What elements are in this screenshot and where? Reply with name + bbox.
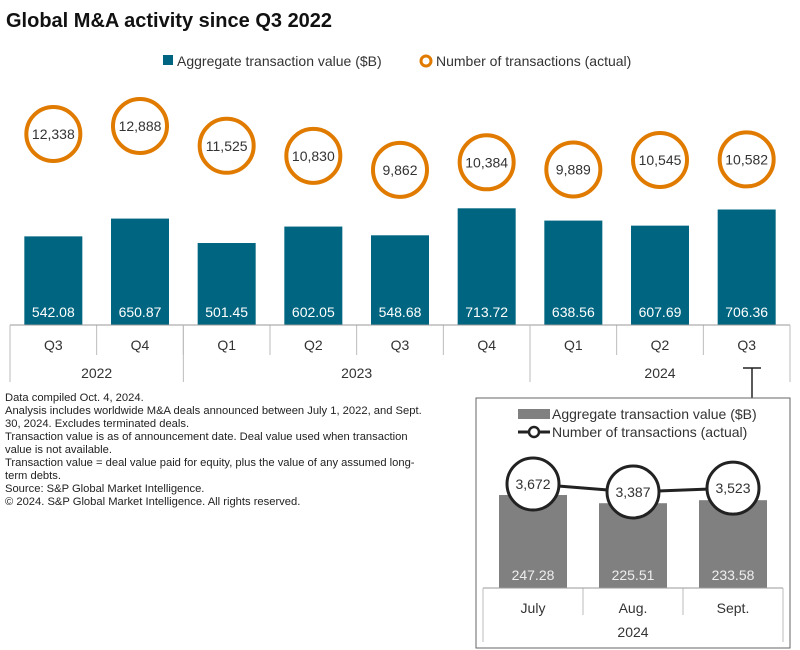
note: Data compiled Oct. 4, 2024. <box>5 392 144 404</box>
bar-value-label: 501.45 <box>205 304 248 320</box>
bar-value-label: 713.72 <box>465 304 508 320</box>
category-label: Q3 <box>737 337 756 353</box>
inset-category-label: July <box>521 600 546 616</box>
count-label: 11,525 <box>206 138 248 154</box>
legend-bar-swatch <box>163 55 173 65</box>
year-label: 2022 <box>81 365 112 381</box>
count-label: 10,830 <box>292 148 335 164</box>
bar-value-label: 706.36 <box>725 304 768 320</box>
bar-value-label: 602.05 <box>292 304 335 320</box>
count-circle <box>457 133 516 192</box>
inset-category-label: Aug. <box>619 600 648 616</box>
count-label: 9,889 <box>556 161 591 177</box>
inset-legend-bar-swatch <box>518 409 550 419</box>
inset-category-label: Sept. <box>717 600 750 616</box>
category-label: Q2 <box>304 337 323 353</box>
bar <box>631 225 689 325</box>
inset-count-label: 3,387 <box>615 484 650 500</box>
inset-count-circle <box>705 460 761 516</box>
year-label: 2024 <box>644 365 675 381</box>
category-label: Q3 <box>391 337 410 353</box>
inset-count-circle <box>605 464 661 520</box>
count-label: 10,384 <box>465 154 508 170</box>
note: Transaction value = deal value paid for … <box>5 457 415 482</box>
count-circle <box>631 130 689 189</box>
note: Source: S&P Global Market Intelligence. <box>5 483 205 495</box>
note: Transaction value is as of announcement … <box>5 431 408 456</box>
count-label: 10,582 <box>725 151 768 167</box>
inset-year-label: 2024 <box>617 624 648 640</box>
inset-bar-value-label: 225.51 <box>612 567 655 583</box>
category-label: Q3 <box>44 337 63 353</box>
bar <box>284 226 343 325</box>
bar <box>24 236 83 325</box>
bar-value-label: 542.08 <box>32 304 75 320</box>
category-label: Q1 <box>564 337 583 353</box>
category-label: Q4 <box>477 337 496 353</box>
bar-value-label: 607.69 <box>639 304 682 320</box>
category-label: Q4 <box>131 337 150 353</box>
category-label: Q1 <box>217 337 236 353</box>
count-circle <box>371 140 429 199</box>
bar <box>197 243 256 325</box>
count-label: 10,545 <box>639 152 682 168</box>
inset-count-label: 3,672 <box>515 476 550 492</box>
bar <box>717 209 776 325</box>
bar <box>457 208 516 325</box>
inset-count-circle <box>505 456 561 512</box>
inset-count-label: 3,523 <box>715 480 750 496</box>
count-label: 9,862 <box>382 162 417 178</box>
bar <box>371 235 429 325</box>
chart-title: Global M&A activity since Q3 2022 <box>6 10 333 32</box>
count-circle <box>284 126 343 185</box>
bar <box>111 218 169 325</box>
count-label: 12,338 <box>32 126 75 142</box>
inset-legend-line-label: Number of transactions (actual) <box>552 424 747 440</box>
inset-bar-value-label: 247.28 <box>512 567 555 583</box>
legend-circle-swatch <box>419 54 433 68</box>
bar-value-label: 650.87 <box>119 304 162 320</box>
count-circle <box>24 104 83 163</box>
count-circle <box>717 130 776 189</box>
category-label: Q2 <box>651 337 670 353</box>
legend-circle-label: Number of transactions (actual) <box>436 53 631 69</box>
bar-value-label: 638.56 <box>552 304 595 320</box>
bar <box>544 220 603 325</box>
inset-bar-value-label: 233.58 <box>712 567 755 583</box>
footnotes: Data compiled Oct. 4, 2024. Analysis inc… <box>5 392 435 509</box>
count-circle <box>197 116 256 175</box>
note: Analysis includes worldwide M&A deals an… <box>5 405 422 430</box>
count-circle <box>544 140 603 199</box>
note: © 2024. S&P Global Market Intelligence. … <box>5 496 301 508</box>
count-label: 12,888 <box>119 118 162 134</box>
legend-bar-label: Aggregate transaction value ($B) <box>177 53 382 69</box>
inset-legend-marker <box>527 425 541 439</box>
year-label: 2023 <box>341 365 372 381</box>
inset-legend-bar-label: Aggregate transaction value ($B) <box>552 406 757 422</box>
count-circle <box>111 97 169 155</box>
bar-value-label: 548.68 <box>379 304 422 320</box>
